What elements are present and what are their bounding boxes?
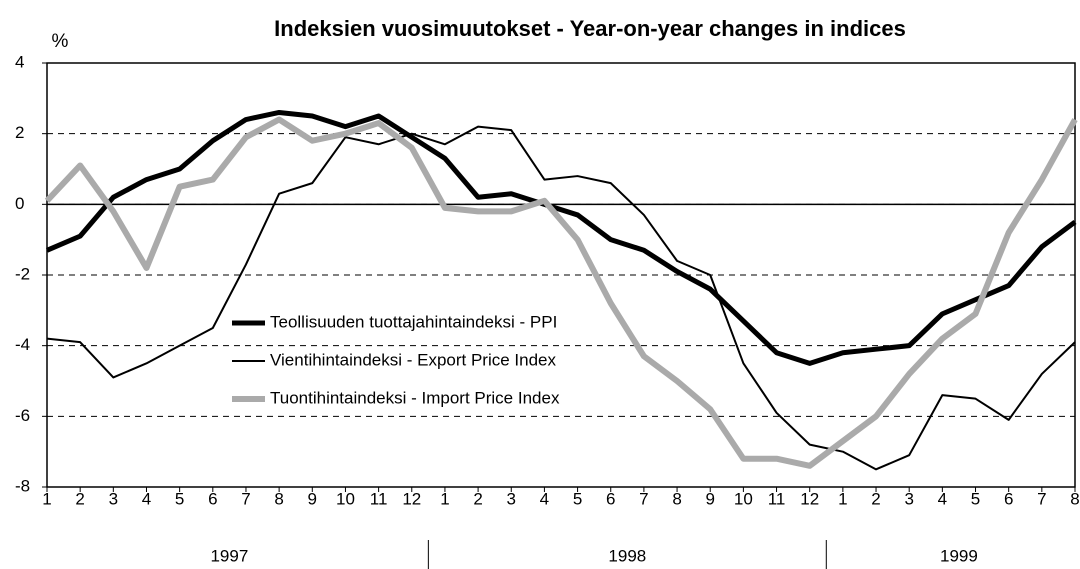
x-tick-label: 9 <box>705 489 714 508</box>
x-tick-label: 3 <box>507 489 516 508</box>
x-tick-label: 12 <box>402 489 421 508</box>
x-tick-label: 4 <box>142 489 151 508</box>
x-tick-label: 1 <box>440 489 449 508</box>
x-tick-label: 3 <box>109 489 118 508</box>
x-tick-label: 8 <box>274 489 283 508</box>
y-tick-label: -6 <box>15 406 30 425</box>
x-tick-label: 6 <box>1004 489 1013 508</box>
x-tick-label: 7 <box>241 489 250 508</box>
x-tick-label: 10 <box>336 489 355 508</box>
x-tick-label: 5 <box>175 489 184 508</box>
x-tick-label: 6 <box>606 489 615 508</box>
y-axis-label: % <box>52 31 69 52</box>
x-tick-label: 1 <box>838 489 847 508</box>
x-tick-label: 11 <box>768 489 786 508</box>
x-tick-label: 12 <box>800 489 819 508</box>
x-tick-label: 10 <box>734 489 753 508</box>
year-label: 1999 <box>940 546 978 565</box>
x-tick-label: 9 <box>308 489 317 508</box>
y-tick-label: 4 <box>15 52 24 71</box>
legend-label: Vientihintaindeksi - Export Price Index <box>270 350 557 369</box>
x-tick-label: 3 <box>904 489 913 508</box>
legend-label: Tuontihintaindeksi - Import Price Index <box>270 388 560 407</box>
y-tick-label: 2 <box>15 123 24 142</box>
x-tick-label: 7 <box>1037 489 1046 508</box>
x-tick-label: 2 <box>75 489 84 508</box>
x-tick-label: 2 <box>473 489 482 508</box>
x-tick-label: 8 <box>1070 489 1079 508</box>
y-tick-label: -4 <box>15 335 30 354</box>
x-tick-label: 11 <box>370 489 388 508</box>
legend-label: Teollisuuden tuottajahintaindeksi - PPI <box>270 312 557 331</box>
x-tick-label: 6 <box>208 489 217 508</box>
x-tick-label: 7 <box>639 489 648 508</box>
x-tick-label: 8 <box>672 489 681 508</box>
x-tick-label: 5 <box>573 489 582 508</box>
series-line <box>46 125 1076 471</box>
series-line <box>44 116 1078 469</box>
y-tick-label: -2 <box>15 264 30 283</box>
y-tick-label: 0 <box>15 194 24 213</box>
x-tick-label: 4 <box>938 489 947 508</box>
year-label: 1998 <box>608 546 646 565</box>
x-tick-label: 4 <box>540 489 549 508</box>
x-tick-label: 1 <box>42 489 51 508</box>
x-tick-label: 5 <box>971 489 980 508</box>
chart-title: Indeksien vuosimuutokset - Year-on-year … <box>274 16 906 41</box>
series-line <box>46 109 1077 366</box>
year-label: 1997 <box>210 546 248 565</box>
x-tick-label: 2 <box>871 489 880 508</box>
y-tick-label: -8 <box>15 476 30 495</box>
